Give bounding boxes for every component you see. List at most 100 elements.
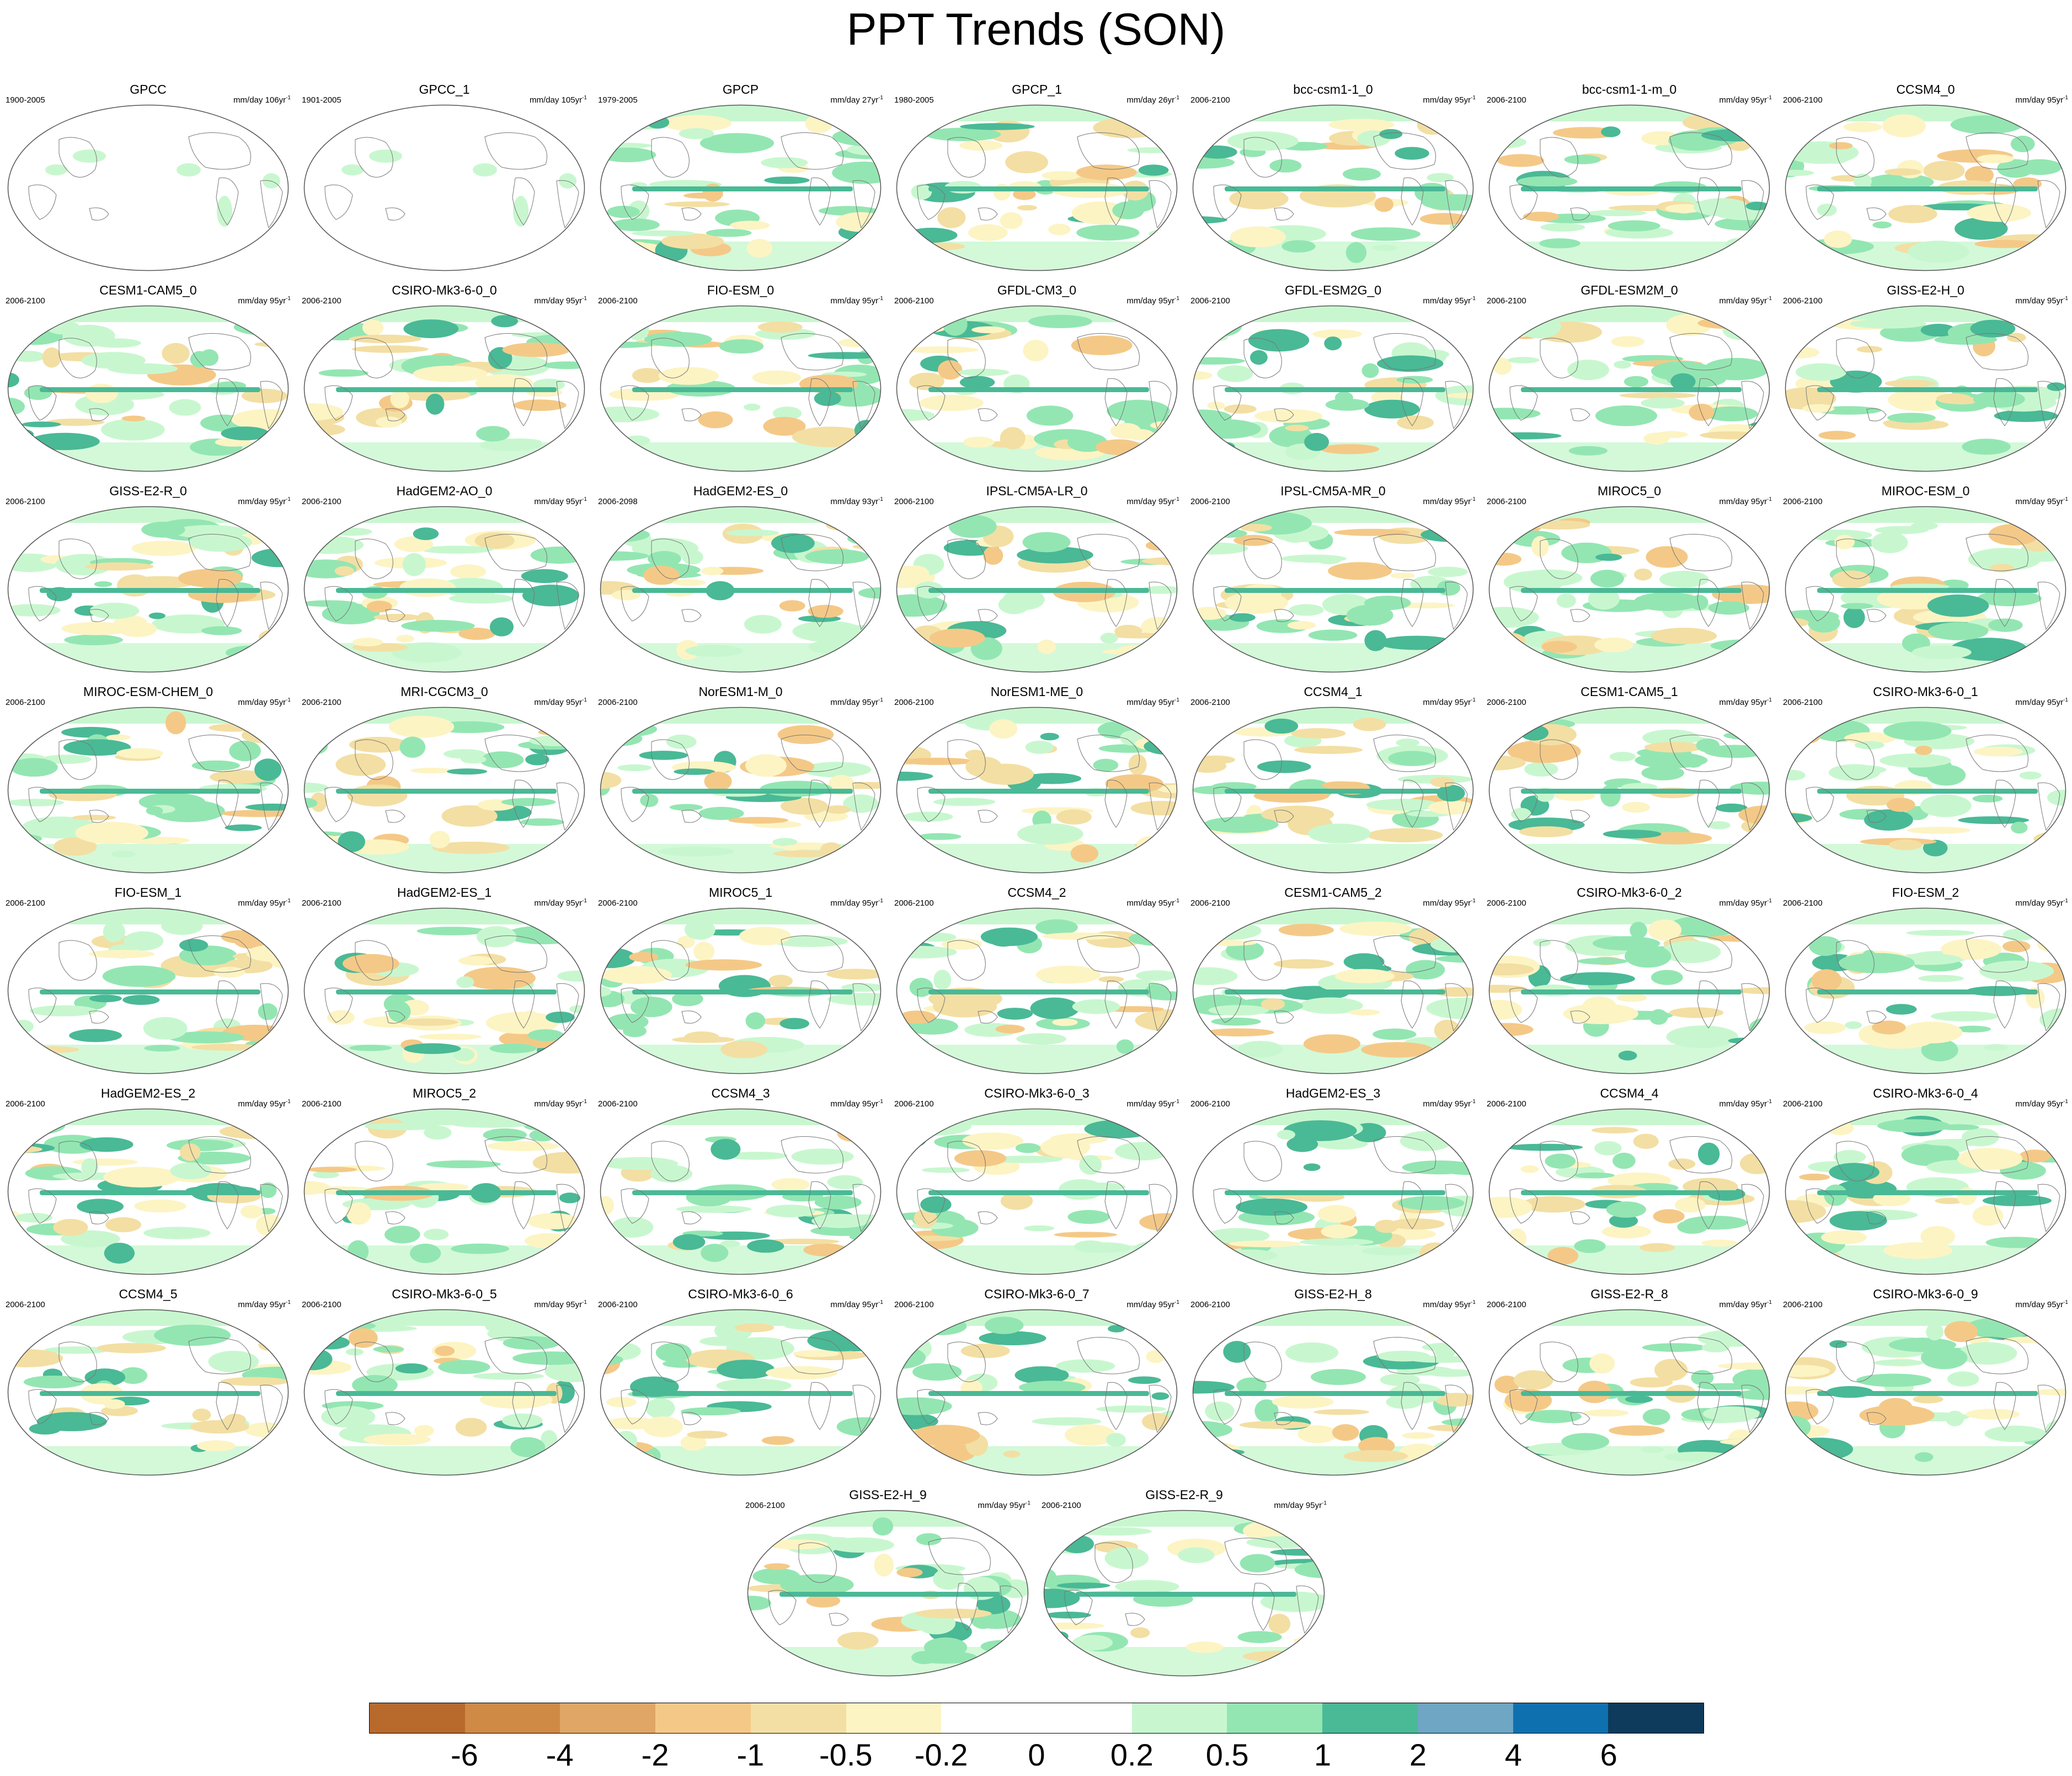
panel-units: mm/day 95yr-1 — [1719, 494, 1772, 507]
units-exponent: -1 — [1174, 697, 1179, 703]
panel-period: 2006-2100 — [894, 296, 934, 306]
coastline — [1401, 378, 1424, 426]
coastline — [188, 735, 251, 772]
dry-anomaly — [685, 959, 762, 971]
coastline — [1077, 132, 1140, 170]
dry-anomaly — [54, 837, 97, 856]
wet-anomaly — [257, 922, 279, 930]
coastline — [621, 1188, 649, 1224]
dry-anomaly — [839, 338, 874, 347]
figure-title: PPT Trends (SON) — [846, 4, 1226, 55]
coastline — [651, 940, 690, 981]
dry-anomaly — [242, 727, 285, 743]
coastline — [58, 338, 97, 378]
coastline — [651, 1341, 690, 1382]
panel-title: GFDL-CM3_0 — [997, 283, 1077, 297]
dry-anomaly — [1130, 1627, 1150, 1638]
units-exponent: -1 — [1471, 697, 1476, 703]
wet-anomaly — [1134, 1239, 1177, 1258]
wet-anomaly — [217, 196, 232, 227]
wet-anomaly — [682, 549, 703, 565]
wet-anomaly — [321, 1406, 376, 1428]
itcz-band — [336, 1391, 557, 1396]
coastline — [852, 581, 875, 630]
wet-anomaly — [1028, 314, 1092, 328]
wet-anomaly — [780, 1574, 854, 1596]
coastline — [28, 987, 57, 1023]
dry-anomaly — [240, 1205, 263, 1218]
units-suffix: yr — [279, 1099, 286, 1109]
coastline — [1077, 534, 1140, 571]
dry-anomaly — [1700, 431, 1760, 440]
dry-anomaly — [1785, 1386, 1823, 1394]
units-span: 95 — [1305, 1501, 1315, 1510]
wet-anomaly — [1603, 830, 1662, 839]
coastline — [216, 779, 239, 828]
coastline — [1993, 1181, 2016, 1229]
itcz-band — [40, 1391, 260, 1396]
coastline — [355, 739, 393, 780]
coastline — [260, 983, 283, 1032]
panel-period: 2006-2100 — [1487, 497, 1526, 506]
wet-anomaly — [933, 1568, 964, 1590]
dry-anomaly — [1824, 230, 1852, 248]
coastline — [260, 782, 283, 831]
panel-units: mm/day 95yr-1 — [2015, 1297, 2068, 1310]
units-prefix: mm/day — [830, 898, 862, 908]
coastline — [1836, 1141, 1875, 1181]
units-exponent: -1 — [878, 1099, 883, 1105]
dry-anomaly — [1489, 999, 1523, 1020]
units-exponent: -1 — [286, 1299, 291, 1306]
coastline — [808, 378, 831, 426]
units-exponent: -1 — [1174, 296, 1179, 302]
dry-anomaly — [1285, 425, 1309, 431]
wet-anomaly — [720, 1240, 740, 1248]
wet-anomaly — [960, 123, 1035, 130]
wet-anomaly — [2040, 843, 2066, 860]
coastline — [28, 385, 57, 421]
dry-anomaly — [1611, 336, 1644, 347]
coastline — [1866, 207, 1887, 221]
units-exponent: -1 — [2063, 296, 2068, 302]
panel-title: HadGEM2-ES_1 — [397, 885, 492, 900]
wet-anomaly — [2017, 159, 2062, 175]
dry-anomaly — [1417, 114, 1449, 135]
itcz-band — [40, 588, 260, 593]
wet-anomaly — [304, 600, 357, 607]
units-span: 95 — [1750, 296, 1760, 306]
wet-anomaly — [771, 935, 848, 947]
arctic-band — [600, 707, 881, 724]
precip-field — [28, 132, 283, 229]
wet-anomaly — [1270, 1549, 1325, 1556]
dry-anomaly — [1493, 357, 1512, 375]
dry-anomaly — [364, 1433, 431, 1446]
dry-anomaly — [346, 1202, 371, 1225]
itcz-band — [40, 387, 260, 392]
map-border — [600, 1309, 882, 1476]
dry-anomaly — [728, 817, 789, 824]
wet-anomaly — [1211, 1017, 1261, 1026]
wet-anomaly — [161, 917, 203, 935]
wet-anomaly — [1014, 1366, 1069, 1384]
wet-anomaly — [1221, 1249, 1278, 1262]
dry-anomaly — [702, 183, 723, 202]
panel-units: mm/day 95yr-1 — [1423, 695, 1476, 708]
wet-anomaly — [600, 406, 660, 422]
dry-anomaly — [162, 343, 190, 364]
dry-anomaly — [304, 422, 345, 437]
wet-anomaly — [658, 846, 735, 857]
wet-anomaly — [674, 768, 715, 775]
wet-anomaly — [425, 393, 445, 415]
coastline — [2037, 1184, 2060, 1233]
coastline — [260, 1384, 283, 1433]
dry-anomaly — [1204, 1028, 1274, 1037]
wet-anomaly — [1745, 201, 1769, 211]
units-span: 105 — [561, 95, 575, 105]
panel-units: mm/day 27yr-1 — [830, 93, 883, 106]
coastline — [1373, 1337, 1436, 1374]
coastline — [621, 586, 649, 622]
wet-anomaly — [2002, 928, 2036, 941]
wet-anomaly — [312, 1336, 350, 1350]
panel-units: mm/day 95yr-1 — [534, 494, 587, 507]
coastline — [1274, 207, 1294, 221]
